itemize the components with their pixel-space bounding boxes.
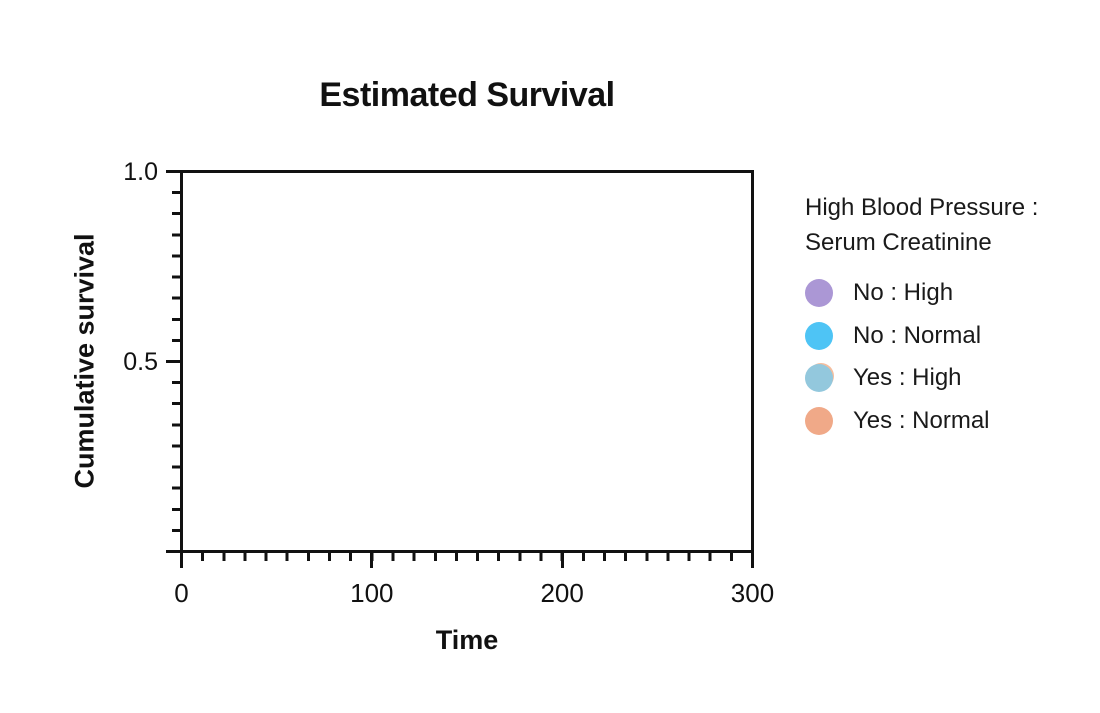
x-tick-label: 0 [174,578,189,608]
legend-title-line1: High Blood Pressure : [805,194,1039,221]
x-tick-200 [560,553,564,568]
x-tick-0 [180,553,183,568]
y-tick-0.5 [166,360,180,363]
legend-title: High Blood Pressure : Serum Creatinine [805,190,1038,260]
legend-item: No : High [805,272,990,315]
x-tick-300 [751,553,754,568]
y-tick-label: 1.0 [123,157,158,186]
legend-title-line2: Serum Creatinine [805,229,992,256]
legend-color-dot-icon [805,407,833,436]
legend-color-dot-icon [805,364,833,393]
x-tick-100 [370,553,374,568]
legend-item-label: No : Normal [853,321,982,349]
legend-item: Yes : High [805,357,990,400]
y-tick-label: 0.5 [123,347,158,376]
legend-item: Yes : Normal [805,400,990,443]
legend-item: No : Normal [805,315,990,358]
x-axis-minor-ticks [180,553,754,561]
legend: No : High No : Normal Yes : High Yes : Norm… [805,272,990,442]
y-tick-0 [166,550,180,553]
legend-color-dot-icon [805,279,833,308]
legend-color-dot-icon [805,321,833,350]
x-axis-title: Time [435,625,499,655]
legend-item-label: Yes : High [853,364,962,392]
x-tick-label: 300 [730,578,775,608]
chart-title: Estimated Survival [319,76,615,114]
legend-item-label: No : High [853,279,954,307]
legend-item-label: Yes : Normal [853,407,990,435]
x-tick-label: 200 [540,578,584,608]
y-axis-title: Cumulative survival [69,233,100,489]
x-tick-label: 100 [350,578,394,608]
plot-area [180,170,754,553]
y-tick-1.0 [166,170,180,173]
